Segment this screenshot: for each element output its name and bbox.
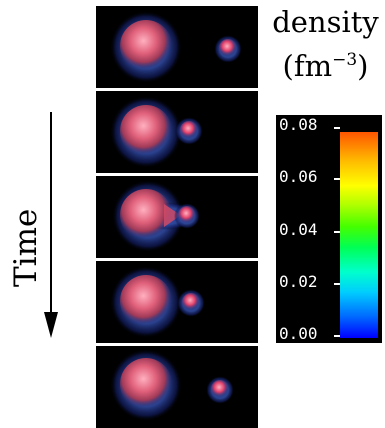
- density-unit-base: (fm: [282, 49, 333, 83]
- colorbar: 0.08 0.06 0.04 0.02 0.00: [276, 115, 382, 343]
- colorbar-tick-mark: [334, 178, 340, 180]
- colorbar-tick-mark: [334, 231, 340, 233]
- snapshot-image-1: [110, 11, 242, 83]
- snapshot-frame-4: [96, 261, 258, 343]
- colorbar-tick-label: 0.04: [279, 220, 318, 239]
- snapshot-frame-2: [96, 91, 258, 173]
- snapshot-frame-3: [96, 176, 258, 258]
- colorbar-tick-mark: [334, 335, 340, 337]
- density-unit-close: ): [357, 49, 369, 83]
- time-arrow-icon: [44, 112, 58, 338]
- colorbar-tick-label: 0.00: [279, 324, 318, 343]
- snapshot-image-5: [110, 349, 234, 421]
- snapshot-frame-5: [96, 346, 258, 428]
- snapshot-image-2: [110, 96, 203, 168]
- density-title: density: [272, 5, 379, 39]
- colorbar-tick-label: 0.02: [279, 272, 318, 291]
- colorbar-tick-label: 0.08: [279, 115, 318, 134]
- snapshot-image-3: [112, 180, 200, 252]
- snapshot-image-4: [110, 266, 205, 338]
- time-label: Time: [8, 208, 44, 287]
- density-unit-exponent: −3: [332, 50, 358, 70]
- colorbar-tick-label: 0.06: [279, 167, 318, 186]
- snapshot-frame-1: [96, 6, 258, 88]
- density-unit: (fm−3): [266, 44, 385, 82]
- colorbar-gradient: [340, 132, 378, 338]
- colorbar-tick-mark: [334, 283, 340, 285]
- colorbar-tick-mark: [334, 127, 340, 129]
